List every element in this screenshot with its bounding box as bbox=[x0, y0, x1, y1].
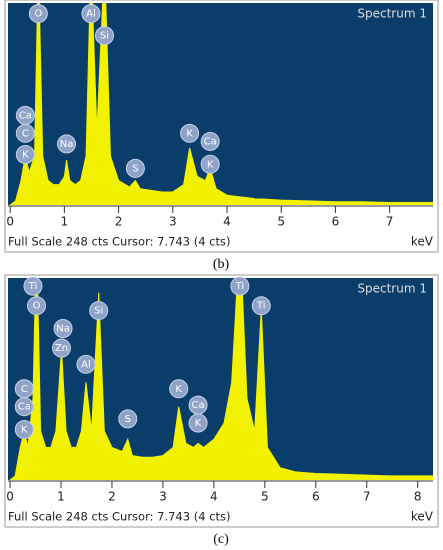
x-tick-label: 7 bbox=[363, 490, 371, 504]
spectrum-area bbox=[9, 3, 433, 205]
x-tick-label: 6 bbox=[312, 490, 320, 504]
peak-label: S bbox=[132, 163, 138, 174]
peak-label: K bbox=[207, 159, 214, 170]
peak-label-bg bbox=[14, 420, 34, 439]
peak-label-bg bbox=[57, 134, 77, 154]
spectrum-title: Spectrum 1 bbox=[357, 282, 427, 296]
peak-label-bg bbox=[52, 338, 72, 358]
peak-label: K bbox=[175, 384, 182, 395]
x-unit: keV bbox=[411, 510, 434, 524]
peak-label-bg bbox=[230, 276, 250, 296]
panel-caption: (b) bbox=[213, 257, 230, 272]
x-tick-label: 4 bbox=[210, 490, 218, 504]
peak-label: O bbox=[34, 9, 42, 20]
peak-label-bg bbox=[28, 4, 48, 24]
peak-label: Ca bbox=[204, 136, 217, 147]
x-tick-label: 5 bbox=[277, 215, 285, 229]
x-tick-label: 3 bbox=[159, 490, 167, 504]
plot-area bbox=[8, 3, 433, 205]
peak-label: O bbox=[33, 301, 41, 312]
status-text: Full Scale 248 cts Cursor: 7.743 (4 cts) bbox=[8, 510, 230, 524]
x-tick-label: 1 bbox=[61, 215, 69, 229]
peak-label-bg bbox=[81, 4, 101, 24]
peak-label: Zn bbox=[55, 343, 68, 354]
peak-label: K bbox=[22, 150, 29, 161]
peak-label-bg bbox=[23, 276, 43, 296]
peak-label-bg bbox=[15, 123, 35, 143]
spectrum-title: Spectrum 1 bbox=[357, 7, 427, 21]
peak-label: Al bbox=[81, 359, 91, 370]
peak-label: Na bbox=[56, 324, 70, 335]
peak-label-bg bbox=[15, 145, 35, 164]
peak-label-bg bbox=[53, 319, 73, 338]
spectrum-panel: Spectrum 1 Ti O Na Zn Si Al Ti Ti C Ca K K Ca S K 0 1 2 3 4 5… bbox=[4, 274, 439, 528]
x-tick-label: 8 bbox=[414, 490, 422, 504]
peak-label-bg bbox=[14, 397, 34, 417]
x-tick-label: 3 bbox=[169, 215, 177, 229]
peak-label-bg bbox=[188, 413, 208, 433]
x-tick-label: 2 bbox=[108, 490, 116, 504]
peak-label: Ti bbox=[235, 281, 245, 292]
x-tick-label: 7 bbox=[386, 215, 394, 229]
peak-label: K bbox=[186, 128, 193, 139]
x-tick-label: 1 bbox=[57, 490, 65, 504]
peak-label-bg bbox=[169, 379, 189, 399]
status-text: Full Scale 248 cts Cursor: 7.743 (4 cts) bbox=[8, 235, 230, 249]
peak-label: Si bbox=[94, 306, 103, 317]
peak-label: K bbox=[21, 425, 28, 436]
peak-label: Ti bbox=[256, 301, 266, 312]
peak-label: Ca bbox=[192, 400, 205, 411]
x-unit: keV bbox=[411, 235, 434, 249]
peak-label-bg bbox=[94, 26, 114, 46]
x-tick-label: 0 bbox=[6, 215, 14, 229]
peak-label: Ca bbox=[19, 110, 32, 121]
peak-label-bg bbox=[76, 354, 96, 374]
peak-label-bg bbox=[200, 154, 220, 174]
peak-label: Ca bbox=[18, 402, 31, 413]
peak-label: S bbox=[125, 414, 131, 425]
peak-label-bg bbox=[125, 158, 145, 178]
peak-label-bg bbox=[27, 296, 47, 316]
peak-label-bg bbox=[89, 301, 109, 321]
x-tick-label: 5 bbox=[261, 490, 269, 504]
spectrum-area bbox=[9, 278, 433, 480]
peak-label-bg bbox=[180, 123, 200, 143]
peak-label: Si bbox=[100, 31, 109, 42]
peak-label: C bbox=[22, 128, 29, 139]
peak-label-bg bbox=[251, 296, 271, 316]
peak-label-bg bbox=[200, 131, 220, 151]
x-tick-label: 4 bbox=[223, 215, 231, 229]
peak-label: C bbox=[21, 384, 28, 395]
peak-label-bg bbox=[118, 409, 138, 429]
panel-caption: (c) bbox=[213, 532, 229, 547]
x-tick-label: 6 bbox=[332, 215, 340, 229]
x-tick-label: 0 bbox=[6, 490, 14, 504]
peak-label: Al bbox=[86, 9, 96, 20]
peak-label: Na bbox=[60, 139, 74, 150]
peak-label: K bbox=[195, 418, 202, 429]
x-tick-label: 2 bbox=[115, 215, 123, 229]
peak-label: Ti bbox=[28, 281, 38, 292]
